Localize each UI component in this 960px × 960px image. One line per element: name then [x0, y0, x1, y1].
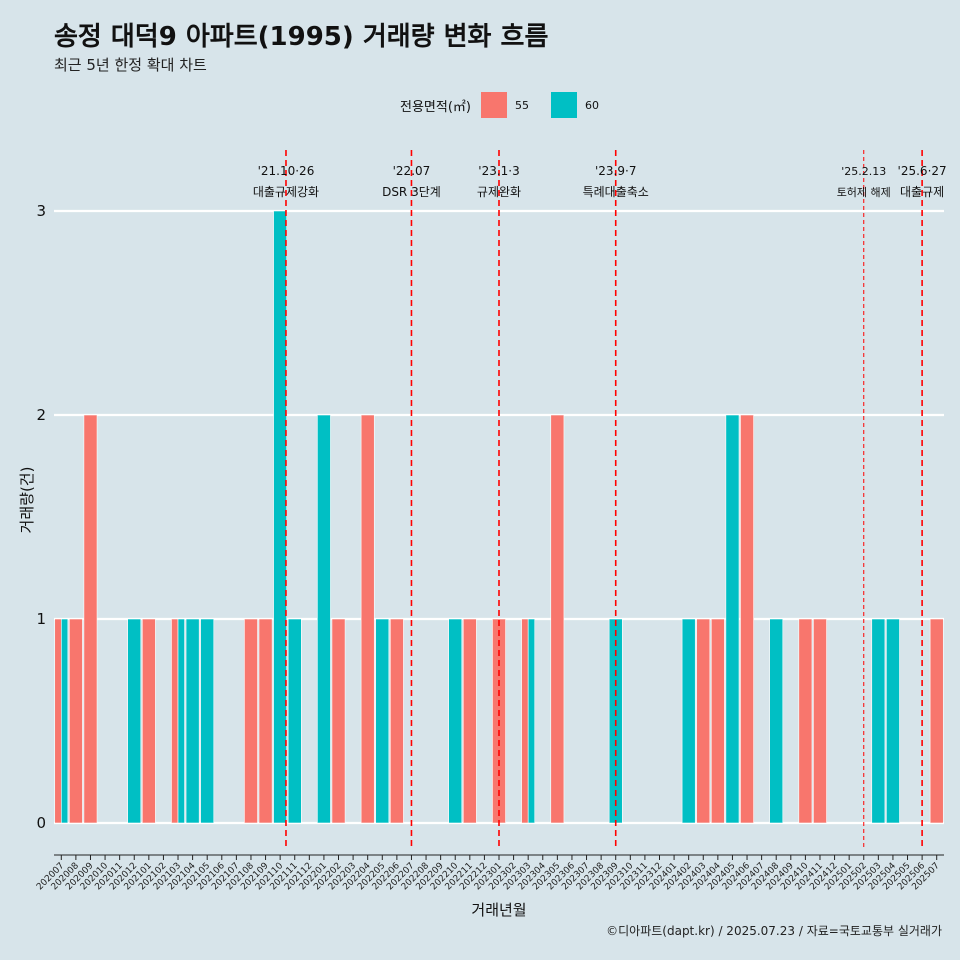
legend-title: 전용면적(㎡) — [400, 99, 471, 115]
bar-202303-55 — [521, 618, 529, 824]
bar-202205-60 — [375, 618, 390, 824]
event-name-1: DSR 3단계 — [382, 185, 441, 199]
x-axis-title: 거래년월 — [471, 901, 526, 919]
bar-202305-55 — [550, 414, 565, 824]
bar-202503-60 — [871, 618, 886, 824]
legend-label-60: 60 — [584, 98, 599, 112]
bar-202109-55 — [258, 618, 273, 824]
event-date-4: '25.2.13 — [841, 165, 886, 178]
event-name-5: 대출규제 — [900, 185, 944, 199]
bar-202007-55 — [54, 618, 62, 824]
chart-subtitle: 최근 5년 한정 확대 차트 — [54, 56, 207, 74]
chart-title: 송정 대덕9 아파트(1995) 거래량 변화 흐름 — [54, 22, 549, 52]
bar-202101-55 — [141, 618, 156, 824]
event-date-0: '21.10·26 — [258, 164, 315, 178]
event-date-5: '25.6·27 — [898, 164, 947, 178]
bar-202402-60 — [681, 618, 696, 824]
y-tick-label-1: 1 — [36, 610, 46, 628]
event-date-3: '23.9·7 — [595, 164, 636, 178]
y-tick-label-3: 3 — [36, 202, 46, 220]
bar-202008-55 — [69, 618, 83, 824]
bar-202201-60 — [317, 414, 331, 824]
event-name-3: 특례대출축소 — [583, 185, 649, 199]
bar-202108-55 — [244, 618, 258, 824]
bar-202507-55 — [929, 618, 944, 824]
legend-label-55: 55 — [514, 98, 529, 112]
bar-202111-60 — [287, 618, 302, 824]
y-axis-title: 거래량(건) — [18, 467, 36, 534]
bar-202411-55 — [813, 618, 827, 824]
bar-202204-55 — [360, 414, 375, 824]
bar-202009-55 — [83, 414, 98, 824]
bar-202202-55 — [331, 618, 346, 824]
chart-caption: ©디아파트(dapt.kr) / 2025.07.23 / 자료=국토교통부 실… — [606, 924, 942, 938]
event-name-4: 토허제 해제 — [837, 185, 891, 199]
legend: 전용면적(㎡) 55 60 — [400, 92, 621, 118]
bar-202504-60 — [886, 618, 900, 824]
y-tick-label-2: 2 — [36, 406, 46, 424]
bar-202406-55 — [740, 414, 754, 824]
y-tick-label-0: 0 — [36, 814, 46, 832]
bar-202103-55 — [171, 618, 179, 824]
bar-202110-60 — [273, 210, 288, 824]
legend-key-55 — [480, 92, 507, 118]
event-date-2: '23.1·3 — [478, 164, 519, 178]
bar-202410-55 — [798, 618, 813, 824]
bar-202007-60 — [60, 618, 69, 824]
event-date-1: '22.07 — [393, 164, 431, 178]
bar-202405-60 — [725, 414, 740, 824]
bar-202206-55 — [390, 618, 404, 824]
bar-202211-55 — [462, 618, 477, 824]
bar-202210-60 — [448, 618, 463, 824]
bar-202105-60 — [200, 618, 215, 824]
bar-202408-60 — [769, 618, 784, 824]
legend-key-60 — [550, 92, 577, 118]
bar-202012-60 — [127, 618, 142, 824]
bar-202403-55 — [696, 618, 711, 824]
bar-202103-60 — [177, 618, 185, 824]
bar-202104-60 — [185, 618, 200, 824]
bar-202303-60 — [527, 618, 536, 824]
event-name-2: 규제완화 — [477, 185, 521, 199]
bar-202404-55 — [710, 618, 725, 824]
event-name-0: 대출규제강화 — [253, 185, 319, 199]
